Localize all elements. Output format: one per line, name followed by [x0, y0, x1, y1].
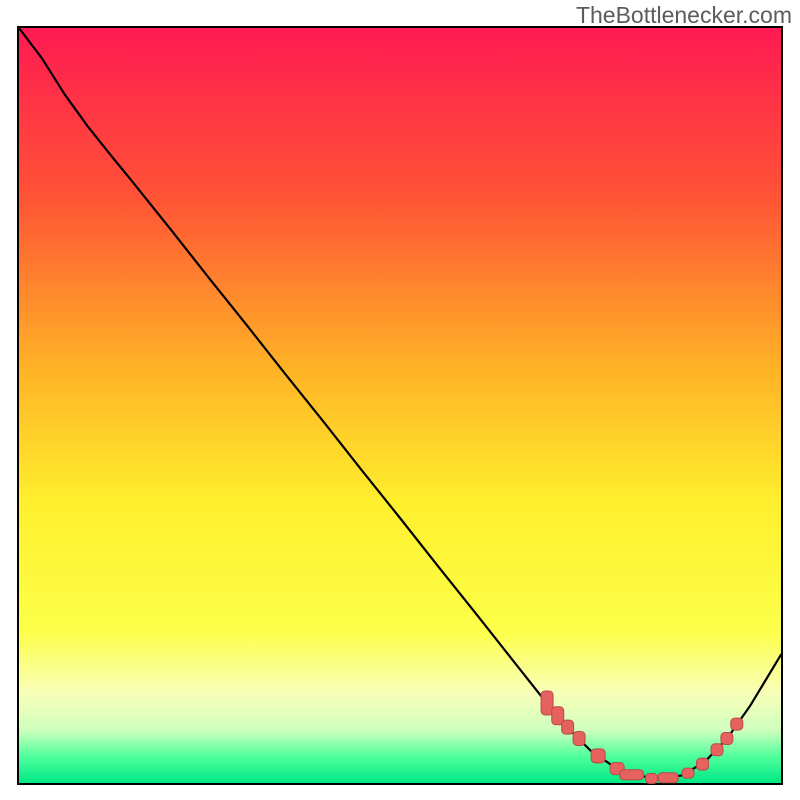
chart-frame: TheBottlenecker.com	[0, 0, 800, 800]
data-marker	[591, 749, 605, 763]
watermark-text: TheBottlenecker.com	[576, 2, 792, 29]
data-marker	[658, 773, 678, 783]
bottleneck-plot	[17, 26, 783, 785]
data-marker	[697, 758, 709, 770]
plot-background	[19, 28, 781, 783]
data-marker	[562, 720, 574, 734]
data-marker	[620, 770, 644, 780]
data-marker	[573, 731, 585, 745]
data-marker	[682, 768, 694, 778]
data-marker	[721, 732, 733, 744]
data-marker	[645, 773, 657, 783]
data-marker	[711, 744, 723, 756]
data-marker	[731, 718, 743, 730]
